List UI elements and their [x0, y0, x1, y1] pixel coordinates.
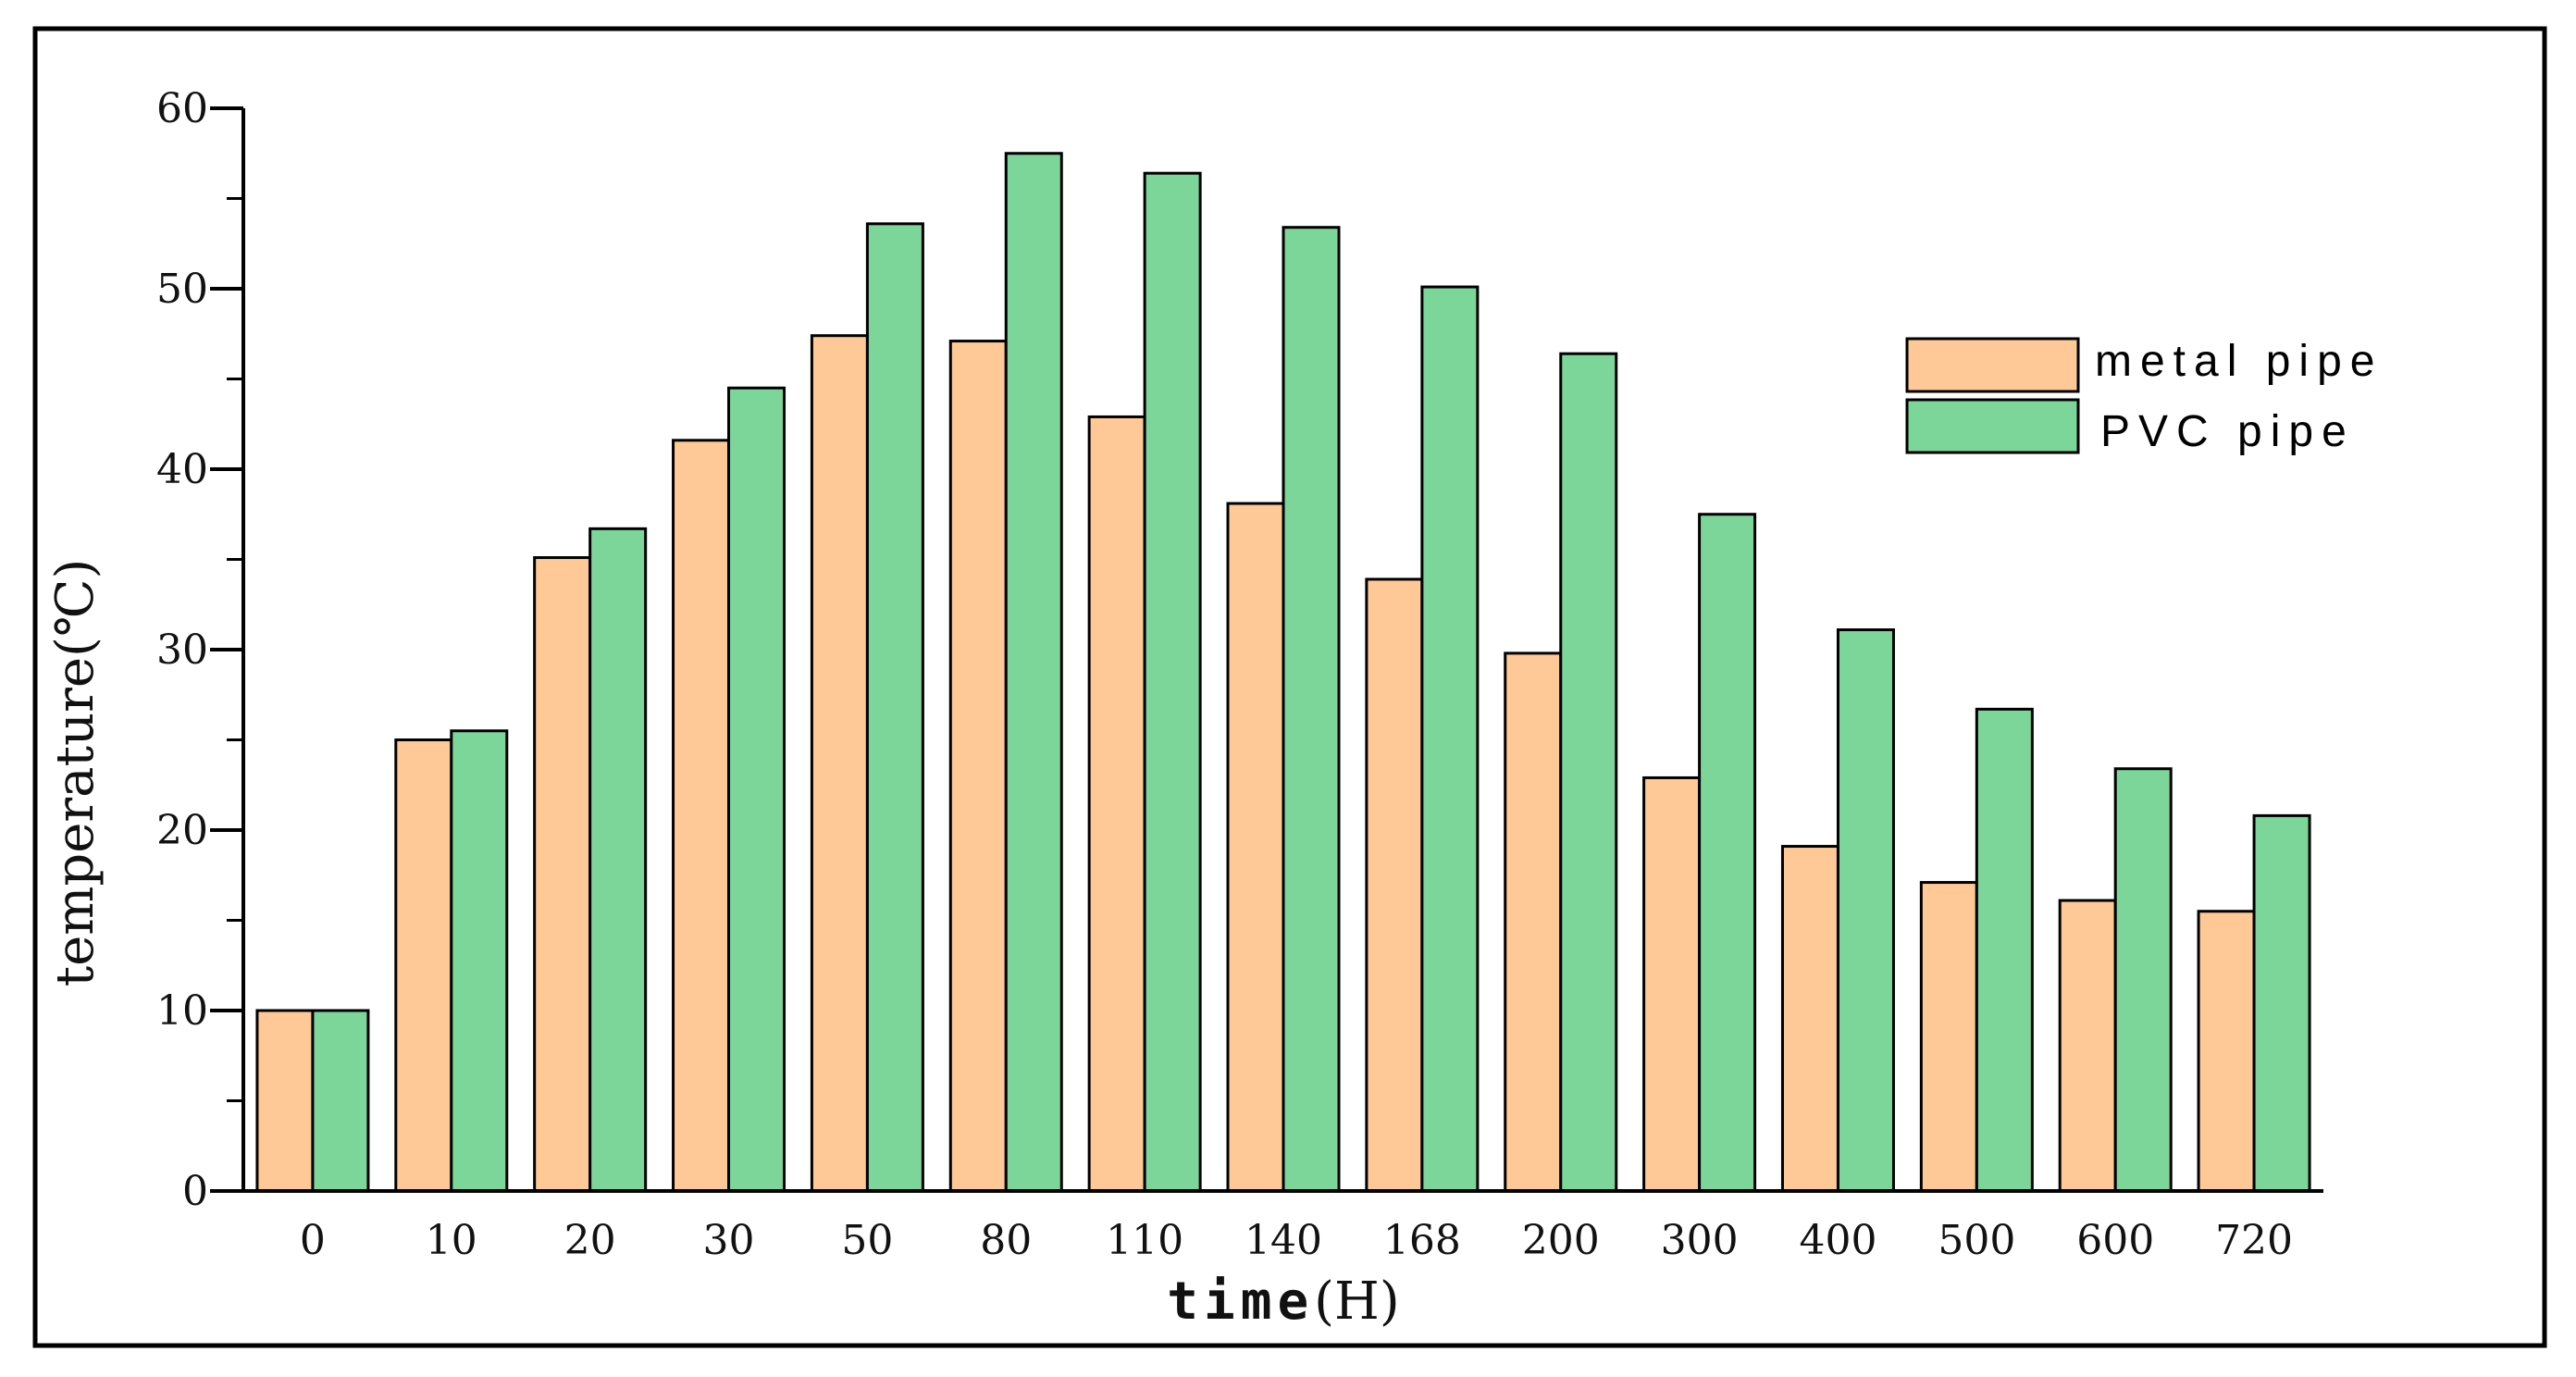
bar-metal-pipe-0 [255, 1009, 315, 1193]
x-tick-label-20: 20 [564, 1217, 616, 1264]
bar-pvc-pipe-720 [2252, 813, 2311, 1193]
x-tick-label-168: 168 [1383, 1217, 1461, 1264]
x-tick-label-10: 10 [426, 1217, 477, 1264]
bar-metal-pipe-600 [2058, 899, 2117, 1193]
bar-metal-pipe-50 [810, 334, 869, 1193]
y-tick-label-60: 60 [156, 85, 208, 132]
bar-metal-pipe-10 [394, 738, 453, 1193]
legend-label-metal-pipe: metal pipe [2095, 337, 2383, 386]
bar-pvc-pipe-140 [1282, 226, 1341, 1193]
bar-pvc-pipe-80 [1004, 152, 1063, 1193]
bar-pvc-pipe-20 [588, 527, 648, 1193]
x-tick-label-300: 300 [1661, 1217, 1739, 1264]
bar-metal-pipe-140 [1226, 502, 1285, 1193]
bar-metal-pipe-30 [672, 439, 731, 1193]
x-tick-label-500: 500 [1938, 1217, 2015, 1264]
x-tick-label-720: 720 [2215, 1217, 2293, 1264]
y-tick-label-40: 40 [156, 446, 208, 493]
y-tick-label-20: 20 [156, 807, 208, 854]
bar-metal-pipe-80 [948, 340, 1008, 1193]
bar-pvc-pipe-200 [1559, 352, 1618, 1193]
bar-pvc-pipe-500 [1975, 707, 2034, 1193]
bar-metal-pipe-110 [1087, 415, 1146, 1193]
bar-metal-pipe-20 [533, 556, 592, 1193]
x-tick-label-600: 600 [2076, 1217, 2154, 1264]
bar-pvc-pipe-400 [1836, 628, 1895, 1193]
x-tick-label-200: 200 [1522, 1217, 1600, 1264]
y-tick-label-0: 0 [182, 1168, 208, 1215]
x-tick-label-0: 0 [300, 1217, 326, 1264]
x-tick-label-110: 110 [1106, 1217, 1183, 1264]
y-tick-label-50: 50 [156, 266, 208, 313]
x-tick-label-50: 50 [841, 1217, 893, 1264]
x-tick-label-400: 400 [1799, 1217, 1876, 1264]
x-axis-label: time(H) [1167, 1272, 1399, 1332]
bar-metal-pipe-400 [1780, 845, 1839, 1193]
bar-pvc-pipe-30 [727, 386, 786, 1193]
bar-metal-pipe-720 [2197, 910, 2256, 1193]
y-tick-label-30: 30 [156, 626, 208, 674]
bar-metal-pipe-500 [1919, 881, 1978, 1193]
legend-swatch-metal-pipe [1905, 337, 2080, 393]
legend: metal pipe PVC pipe [1905, 337, 2383, 456]
bar-pvc-pipe-50 [865, 222, 924, 1193]
y-tick-label-10: 10 [156, 987, 208, 1035]
bar-pvc-pipe-168 [1420, 285, 1480, 1193]
bar-pvc-pipe-110 [1143, 171, 1202, 1193]
bar-pvc-pipe-300 [1698, 513, 1757, 1193]
legend-swatch-pvc-pipe [1905, 398, 2080, 454]
legend-label-pvc-pipe: PVC pipe [2100, 407, 2355, 456]
bar-pvc-pipe-10 [450, 729, 509, 1193]
bar-metal-pipe-300 [1642, 775, 1702, 1193]
bar-metal-pipe-168 [1365, 577, 1424, 1193]
x-tick-label-30: 30 [703, 1217, 755, 1264]
bar-pvc-pipe-600 [2113, 767, 2173, 1193]
y-axis-label: temperature(℃) [45, 559, 105, 987]
bar-metal-pipe-200 [1504, 651, 1563, 1193]
x-tick-label-140: 140 [1245, 1217, 1322, 1264]
bars [255, 152, 2311, 1193]
x-tick-label-80: 80 [980, 1217, 1032, 1264]
bar-pvc-pipe-0 [311, 1009, 370, 1193]
